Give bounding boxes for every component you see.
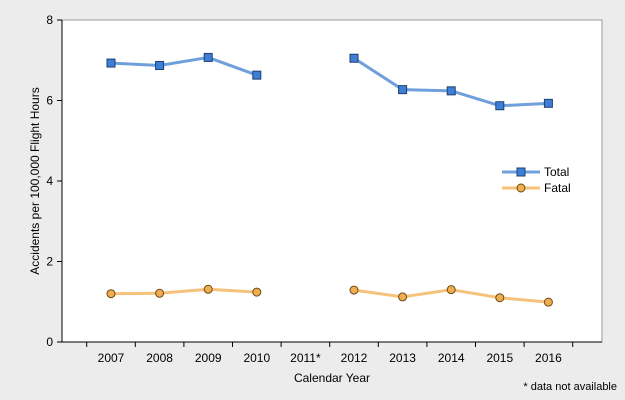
fatal-series	[106, 284, 553, 307]
fatal-point	[106, 289, 116, 299]
fatal-point	[203, 284, 213, 294]
total-point	[203, 52, 213, 62]
x-tick-label: 2007	[98, 351, 125, 365]
fatal-point	[543, 297, 553, 307]
x-axis-title: Calendar Year	[294, 371, 370, 385]
series-layer	[106, 52, 553, 307]
total-series	[106, 52, 553, 111]
x-tick-label: 2012	[341, 351, 368, 365]
total-point	[349, 53, 359, 63]
x-tick-label: 2008	[146, 351, 173, 365]
total-point	[155, 60, 165, 70]
total-point	[398, 85, 408, 95]
legend-item-total: Total	[502, 165, 569, 179]
y-tick-label: 0	[46, 335, 53, 349]
y-axis-ticks: 0 2 4 6 8	[46, 13, 62, 349]
y-axis-title: Accidents per 100,000 Flight Hours	[28, 87, 42, 274]
x-tick-label: 2014	[438, 351, 465, 365]
x-tick-label: 2011*	[290, 351, 321, 365]
x-tick-label: 2016	[535, 351, 562, 365]
fatal-point	[495, 293, 505, 303]
total-point	[495, 101, 505, 111]
y-tick-label: 6	[46, 94, 53, 108]
y-tick-label: 8	[46, 13, 53, 27]
legend-label: Fatal	[544, 181, 571, 195]
legend-marker	[516, 167, 526, 177]
fatal-point	[349, 285, 359, 295]
x-tick-label: 2013	[389, 351, 416, 365]
x-axis-ticks: 2007 2008 2009 2010 2011* 2012 2013 2014 2015 201…	[86, 342, 574, 365]
fatal-point	[155, 288, 165, 298]
legend-item-fatal: Fatal	[502, 181, 571, 195]
x-tick-label: 2010	[243, 351, 270, 365]
plot-area	[61, 19, 603, 343]
x-tick-label: 2015	[486, 351, 513, 365]
legend-marker	[516, 183, 526, 193]
fatal-point	[252, 287, 262, 297]
y-tick-label: 2	[46, 255, 53, 269]
legend-label: Total	[544, 165, 569, 179]
total-point	[446, 86, 456, 96]
x-tick-label: 2009	[195, 351, 222, 365]
footnote: * data not available	[523, 381, 617, 393]
legend: Total Fatal	[502, 165, 571, 195]
total-line-segment	[110, 55, 258, 77]
fatal-line-segment	[110, 287, 257, 296]
fatal-point	[398, 292, 408, 302]
total-point	[106, 58, 116, 68]
total-point	[543, 98, 553, 108]
fatal-point	[446, 285, 456, 295]
y-tick-label: 4	[46, 174, 53, 188]
total-point	[252, 70, 262, 80]
